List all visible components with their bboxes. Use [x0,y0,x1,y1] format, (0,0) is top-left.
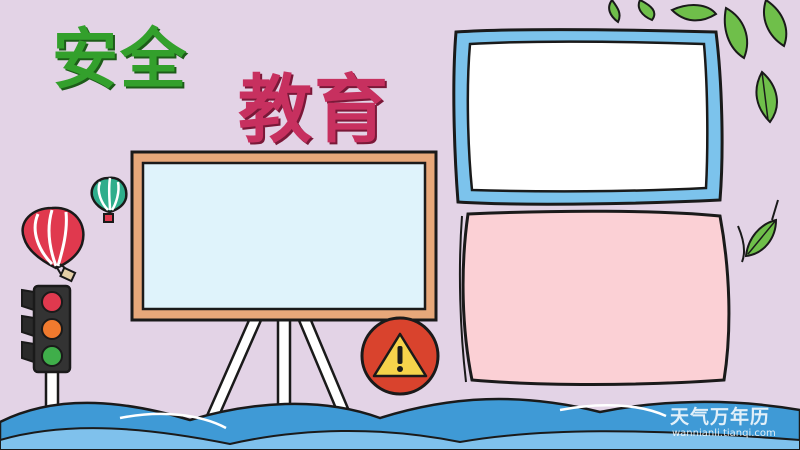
presentation-board [130,150,438,322]
frame-top-right [452,28,724,206]
warning-badge [360,316,440,396]
watermark-text: 天气万年历 [670,406,771,428]
leaf-icon [637,0,656,22]
wave-ground [0,397,800,450]
warning-sign-icon [372,332,428,378]
frame-bottom-right [458,209,746,386]
leaf-icon [755,70,778,124]
hot-air-balloon-icon [21,206,85,283]
title-line-2: 教育 [238,67,390,153]
leaf-icon [670,4,718,22]
leaf-icon [608,0,621,24]
leaf-icon [763,0,788,48]
hot-air-balloon-icon [90,176,128,223]
easel-stand [204,316,354,432]
leaf-icon [723,6,749,60]
leaf-cluster [608,0,788,258]
traffic-light-icon [21,284,72,432]
watermark-url: wannianli.tianqi.com [672,428,776,439]
title-line-1: 安全 [52,21,188,98]
